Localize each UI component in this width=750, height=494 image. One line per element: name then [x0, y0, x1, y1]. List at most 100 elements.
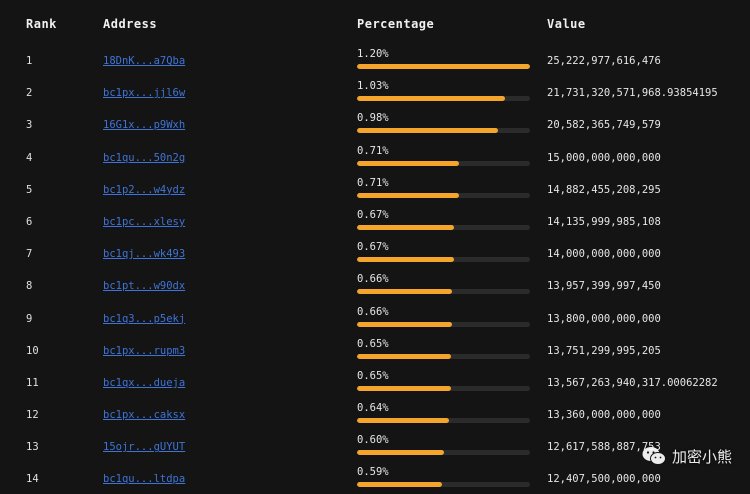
value-cell: 12,617,588,887,753 — [547, 441, 661, 454]
rank-cell: 2 — [26, 87, 33, 100]
table-row: 5 bc1p2...w4ydz 0.71% 14,882,455,208,295 — [0, 173, 750, 205]
address-link[interactable]: bc1qx...dueja — [103, 376, 186, 389]
percentage-bar — [357, 257, 530, 263]
value-cell: 13,360,000,000,000 — [547, 409, 661, 422]
percentage-bar-fill — [357, 385, 451, 391]
percentage-bar — [357, 482, 530, 488]
percentage-bar-fill — [357, 192, 460, 198]
rank-cell: 13 — [26, 441, 39, 454]
rank-cell: 11 — [26, 376, 39, 389]
percentage-label: 0.98% — [357, 112, 389, 125]
address-link[interactable]: bc1p2...w4ydz — [103, 183, 186, 196]
percentage-bar — [357, 353, 530, 359]
percentage-bar — [357, 160, 530, 166]
table-row: 1 18DnK...a7Qba 1.20% 25,222,977,616,476 — [0, 44, 750, 76]
rank-cell: 14 — [26, 473, 39, 486]
percentage-label: 0.71% — [357, 176, 389, 189]
table-row: 14 bc1qu...ltdpa 0.59% 12,407,500,000,000 — [0, 462, 750, 494]
percentage-bar-fill — [357, 257, 454, 263]
rank-cell: 5 — [26, 183, 33, 196]
address-link[interactable]: 16G1x...p9Wxh — [103, 119, 186, 132]
address-link[interactable]: 15ojr...gUYUT — [103, 441, 186, 454]
value-cell: 15,000,000,000,000 — [547, 151, 661, 164]
percentage-bar-fill — [357, 96, 506, 102]
header-value[interactable]: Value — [547, 17, 586, 31]
percentage-bar — [357, 64, 530, 69]
table-header: Rank Address Percentage Value — [0, 14, 750, 38]
table-row: 3 16G1x...p9Wxh 0.98% 20,582,365,749,579 — [0, 108, 750, 140]
percentage-bar-fill — [357, 321, 453, 327]
rank-cell: 8 — [26, 280, 33, 293]
table-row: 11 bc1qx...dueja 0.65% 13,567,263,940,317.0… — [0, 366, 750, 398]
address-link[interactable]: bc1qj...wk493 — [103, 248, 186, 261]
percentage-bar-fill — [357, 482, 443, 488]
percentage-bar — [357, 192, 530, 198]
address-link[interactable]: bc1pc...xlesy — [103, 215, 186, 228]
percentage-label: 0.66% — [357, 305, 389, 318]
percentage-label: 0.66% — [357, 273, 389, 286]
table-row: 6 bc1pc...xlesy 0.67% 14,135,999,985,108 — [0, 205, 750, 237]
percentage-bar — [357, 418, 530, 424]
percentage-bar-fill — [357, 64, 530, 69]
percentage-label: 0.65% — [357, 337, 389, 350]
percentage-bar — [357, 321, 530, 327]
rank-cell: 7 — [26, 248, 33, 261]
percentage-bar-fill — [357, 160, 460, 166]
address-link[interactable]: bc1q3...p5ekj — [103, 312, 186, 325]
header-rank[interactable]: Rank — [26, 17, 57, 31]
table-row: 9 bc1q3...p5ekj 0.66% 13,800,000,000,000 — [0, 302, 750, 334]
table-row: 7 bc1qj...wk493 0.67% 14,000,000,000,000 — [0, 237, 750, 269]
value-cell: 21,731,320,571,968.93854195 — [547, 87, 718, 100]
wechat-icon — [642, 447, 666, 465]
value-cell: 14,135,999,985,108 — [547, 215, 661, 228]
address-link[interactable]: 18DnK...a7Qba — [103, 55, 186, 67]
percentage-bar-fill — [357, 353, 451, 359]
percentage-bar — [357, 96, 530, 102]
address-link[interactable]: bc1qu...50n2g — [103, 151, 186, 164]
rank-cell: 12 — [26, 409, 39, 422]
rank-cell: 10 — [26, 344, 39, 357]
percentage-bar — [357, 224, 530, 230]
watermark-text: 加密小熊 — [671, 447, 732, 466]
value-cell: 25,222,977,616,476 — [547, 55, 661, 67]
address-link[interactable]: bc1px...caksx — [103, 409, 186, 422]
percentage-label: 0.67% — [357, 241, 389, 254]
table-row: 12 bc1px...caksx 0.64% 13,360,000,000,000 — [0, 398, 750, 430]
percentage-bar — [357, 450, 530, 456]
percentage-label: 1.20% — [357, 48, 389, 60]
rank-cell: 9 — [26, 312, 33, 325]
header-percentage[interactable]: Percentage — [357, 17, 435, 31]
table-body: 1 18DnK...a7Qba 1.20% 25,222,977,616,476 2 bc… — [0, 44, 750, 494]
percentage-label: 0.59% — [357, 466, 389, 479]
watermark: 加密小熊 — [642, 442, 732, 470]
header-address[interactable]: Address — [103, 17, 158, 31]
address-link[interactable]: bc1qu...ltdpa — [103, 473, 186, 486]
value-cell: 13,567,263,940,317.00062282 — [547, 376, 718, 389]
percentage-label: 0.67% — [357, 208, 389, 221]
address-link[interactable]: bc1px...jjl6w — [103, 87, 186, 100]
percentage-bar-fill — [357, 128, 499, 134]
value-cell: 20,582,365,749,579 — [547, 119, 661, 132]
table-row: 13 15ojr...gUYUT 0.60% 12,617,588,887,753 — [0, 430, 750, 462]
percentage-label: 0.64% — [357, 402, 389, 415]
rank-cell: 1 — [26, 55, 33, 67]
rank-cell: 6 — [26, 215, 33, 228]
percentage-bar-fill — [357, 418, 450, 424]
percentage-label: 1.03% — [357, 80, 389, 93]
table-row: 8 bc1pt...w90dx 0.66% 13,957,399,997,450 — [0, 269, 750, 301]
percentage-bar-fill — [357, 224, 454, 230]
percentage-bar-fill — [357, 289, 453, 295]
value-cell: 12,407,500,000,000 — [547, 473, 661, 486]
address-link[interactable]: bc1pt...w90dx — [103, 280, 186, 293]
rank-cell: 4 — [26, 151, 33, 164]
address-link[interactable]: bc1px...rupm3 — [103, 344, 186, 357]
percentage-bar — [357, 128, 530, 134]
percentage-bar — [357, 289, 530, 295]
value-cell: 14,000,000,000,000 — [547, 248, 661, 261]
value-cell: 13,957,399,997,450 — [547, 280, 661, 293]
percentage-label: 0.60% — [357, 434, 389, 447]
table-row: 4 bc1qu...50n2g 0.71% 15,000,000,000,000 — [0, 141, 750, 173]
table-row: 10 bc1px...rupm3 0.65% 13,751,299,995,205 — [0, 334, 750, 366]
percentage-bar — [357, 385, 530, 391]
table-row: 2 bc1px...jjl6w 1.03% 21,731,320,571,968.93… — [0, 76, 750, 108]
